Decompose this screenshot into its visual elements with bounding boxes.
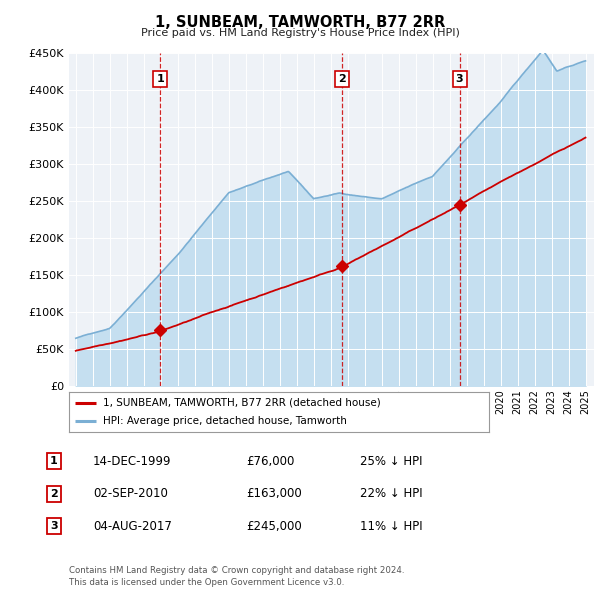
Text: 22% ↓ HPI: 22% ↓ HPI — [360, 487, 422, 500]
Text: 11% ↓ HPI: 11% ↓ HPI — [360, 520, 422, 533]
Text: Price paid vs. HM Land Registry's House Price Index (HPI): Price paid vs. HM Land Registry's House … — [140, 28, 460, 38]
Text: £163,000: £163,000 — [246, 487, 302, 500]
Text: £76,000: £76,000 — [246, 455, 295, 468]
Text: 2: 2 — [50, 489, 58, 499]
Text: £245,000: £245,000 — [246, 520, 302, 533]
Text: 1, SUNBEAM, TAMWORTH, B77 2RR: 1, SUNBEAM, TAMWORTH, B77 2RR — [155, 15, 445, 30]
Text: 1: 1 — [156, 74, 164, 84]
Text: 25% ↓ HPI: 25% ↓ HPI — [360, 455, 422, 468]
Text: 2: 2 — [338, 74, 346, 84]
Text: 1, SUNBEAM, TAMWORTH, B77 2RR (detached house): 1, SUNBEAM, TAMWORTH, B77 2RR (detached … — [103, 398, 380, 408]
Text: 14-DEC-1999: 14-DEC-1999 — [93, 455, 172, 468]
Text: Contains HM Land Registry data © Crown copyright and database right 2024.
This d: Contains HM Land Registry data © Crown c… — [69, 566, 404, 587]
Text: 3: 3 — [50, 522, 58, 531]
Text: HPI: Average price, detached house, Tamworth: HPI: Average price, detached house, Tamw… — [103, 416, 346, 426]
Text: 02-SEP-2010: 02-SEP-2010 — [93, 487, 168, 500]
Text: 04-AUG-2017: 04-AUG-2017 — [93, 520, 172, 533]
Text: 1: 1 — [50, 457, 58, 466]
Text: 3: 3 — [456, 74, 463, 84]
